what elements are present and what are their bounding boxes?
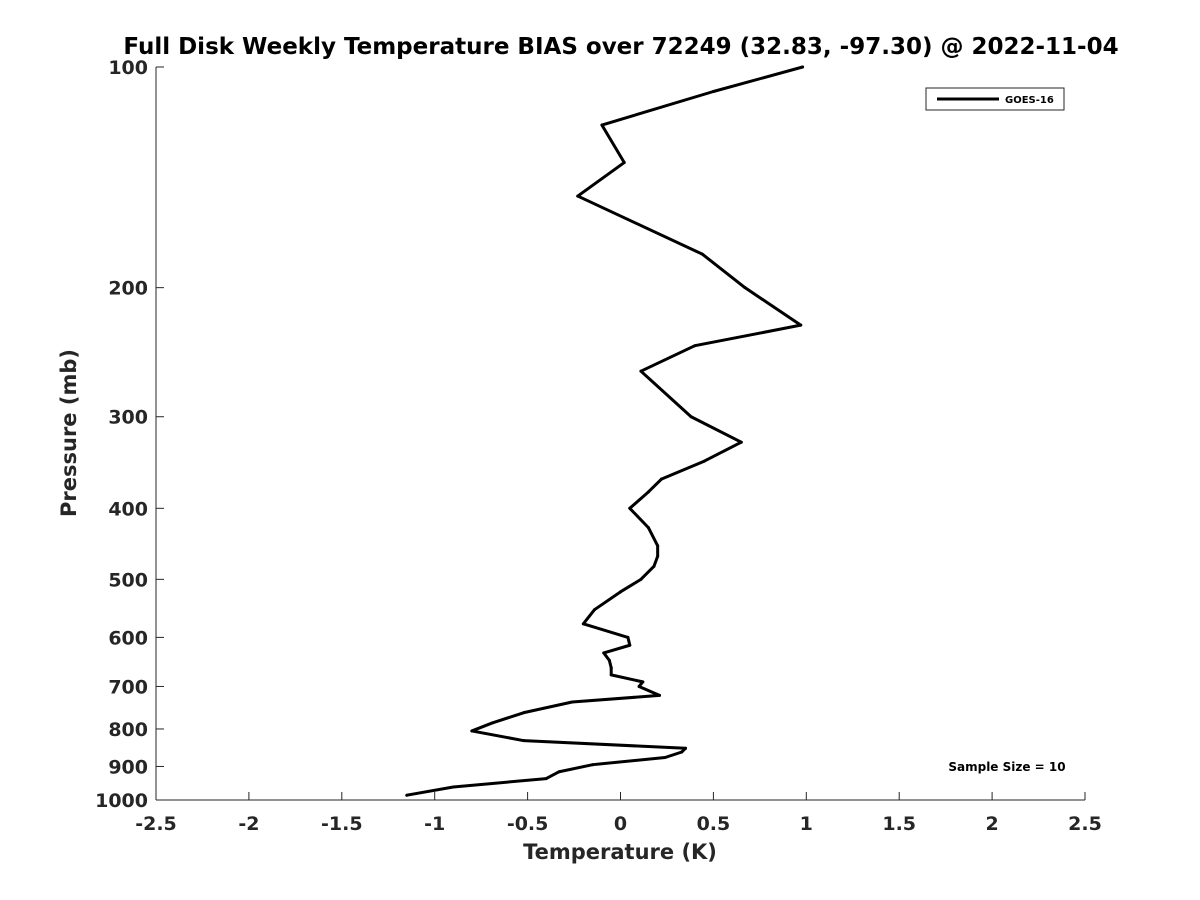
x-tick-label: -2 [238, 813, 259, 835]
x-axis-label: Temperature (K) [523, 840, 717, 864]
data-point [609, 673, 613, 677]
x-tick-label: -1.5 [321, 813, 363, 835]
data-point [602, 651, 606, 655]
chart-title: Full Disk Weekly Temperature BIAS over 7… [123, 34, 1118, 60]
y-tick-label: 300 [108, 407, 148, 429]
y-tick-label: 500 [108, 569, 148, 591]
data-point [522, 739, 526, 743]
data-point [743, 286, 747, 290]
x-tick-label: 0 [614, 813, 627, 835]
data-point [656, 554, 660, 558]
y-axis-label: Pressure (mb) [57, 349, 81, 517]
data-point [609, 666, 613, 670]
data-point [711, 90, 715, 93]
data-point [702, 459, 706, 463]
series-layer [405, 65, 805, 797]
x-tick-label: 2 [985, 813, 998, 835]
data-point [801, 65, 805, 69]
data-point [557, 770, 561, 774]
data-point [628, 643, 632, 647]
y-tick-label: 200 [108, 278, 148, 300]
sample-size-annotation: Sample Size = 10 [948, 760, 1065, 774]
data-point [658, 693, 662, 697]
data-point [622, 161, 626, 165]
x-tick-label: -1 [424, 813, 445, 835]
data-point [639, 577, 643, 581]
data-point [470, 729, 474, 733]
axes: -2.5 -2 -1.5 -1 -0.5 0 0.5 1 1.5 2 2.5 100 200 300 400… [95, 57, 1102, 835]
data-point [451, 785, 455, 789]
data-point [592, 608, 596, 612]
x-tick-label: 0.5 [697, 813, 731, 835]
data-point [656, 544, 660, 548]
plot-area [156, 67, 1085, 800]
y-tick-label: 100 [108, 57, 148, 79]
data-point [637, 684, 641, 688]
legend-label-goes-16: GOES-16 [1005, 95, 1054, 106]
data-point [522, 711, 526, 715]
data-point [591, 763, 595, 767]
y-tick-label: 900 [108, 756, 148, 778]
data-point [663, 755, 667, 759]
data-point [639, 369, 643, 373]
data-point [619, 590, 622, 594]
data-point [607, 658, 611, 662]
data-point [659, 477, 663, 481]
data-point [646, 526, 650, 530]
y-tick-label: 700 [108, 676, 148, 698]
x-tick-label: -0.5 [507, 813, 549, 835]
x-tick-label: 1 [800, 813, 813, 835]
data-point [490, 721, 494, 725]
data-point [405, 793, 409, 797]
data-point [799, 323, 803, 327]
series-line-goes-16 [405, 65, 805, 797]
data-point [739, 440, 743, 444]
y-tick-label: 800 [108, 719, 148, 741]
data-point [693, 344, 697, 348]
y-tick-label: 1000 [95, 790, 148, 812]
x-tick-label: 1.5 [882, 813, 916, 835]
x-tick-label: 2.5 [1068, 813, 1102, 835]
data-point [570, 700, 574, 704]
data-point [689, 415, 693, 419]
data-point [544, 777, 548, 781]
y-tick-label: 400 [108, 498, 148, 520]
legend: GOES-16 [925, 87, 1065, 111]
data-point [576, 194, 580, 198]
data-point [680, 750, 684, 754]
data-point [628, 506, 632, 510]
data-point [646, 490, 650, 494]
data-point [652, 564, 656, 568]
data-point [581, 622, 585, 626]
x-tick-label: -2.5 [135, 813, 177, 835]
data-point [684, 746, 688, 750]
y-tick-label: 600 [108, 627, 148, 649]
data-point [600, 123, 604, 127]
data-point [641, 680, 645, 684]
data-point [626, 635, 630, 639]
data-point [700, 252, 704, 256]
